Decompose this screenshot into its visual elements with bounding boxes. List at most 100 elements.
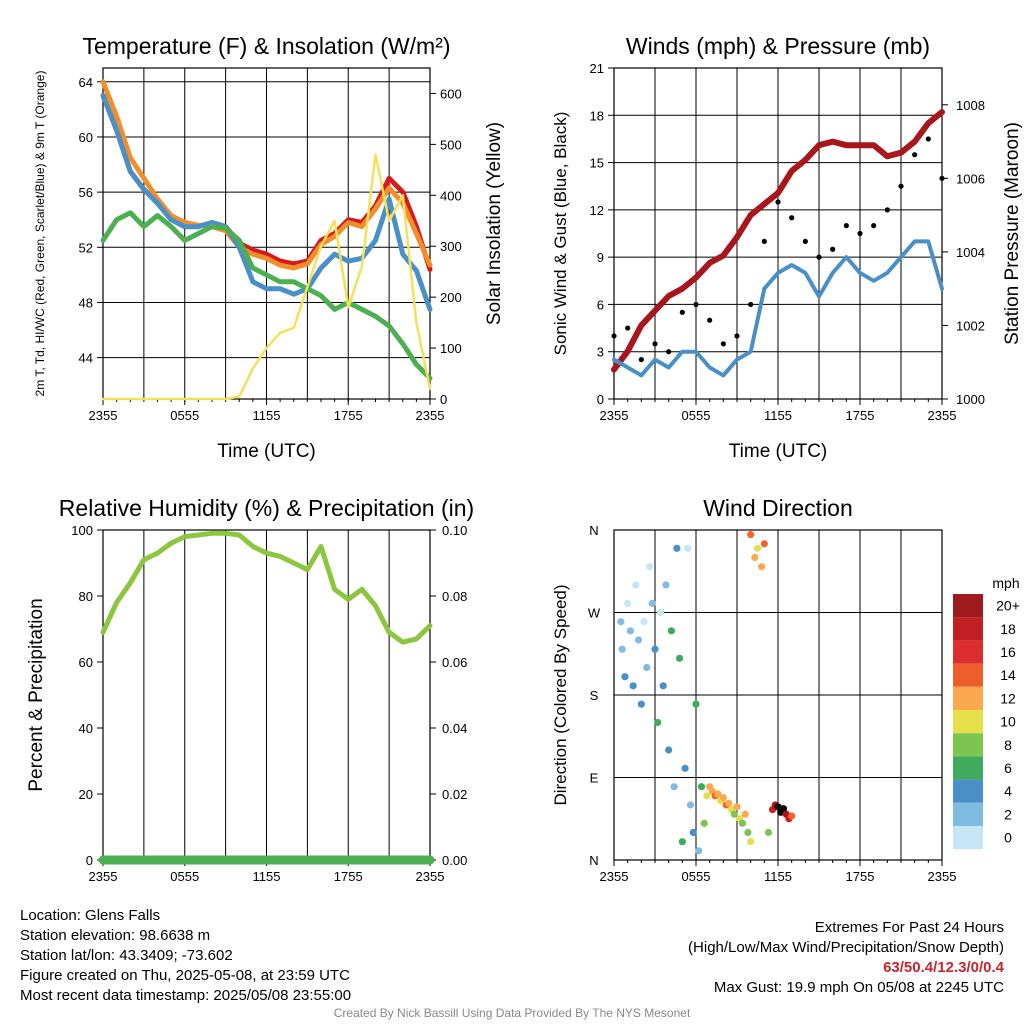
series-line-0 <box>611 109 945 373</box>
legend-label: 20+ <box>996 598 1020 614</box>
latlon-text: Station lat/lon: 43.3409; -73.602 <box>20 947 233 964</box>
y2-tick-label: 200 <box>440 290 462 305</box>
legend-swatch <box>953 686 983 710</box>
series-line-4 <box>101 153 432 401</box>
direction-point <box>621 673 629 681</box>
direction-point <box>640 618 648 626</box>
direction-point <box>692 700 700 708</box>
gust-point <box>638 356 644 363</box>
x-tick-label: 0555 <box>170 408 199 423</box>
x-tick-label: 2355 <box>89 869 118 884</box>
direction-point <box>725 799 733 807</box>
x-tick-label: 2355 <box>600 869 629 884</box>
y2-tick-label: 1004 <box>956 245 985 260</box>
direction-point <box>714 790 722 798</box>
x-tick-label: 2355 <box>416 408 445 423</box>
y2-tick-label: 1002 <box>956 318 985 333</box>
legend-label: 0 <box>1004 830 1012 846</box>
x-tick-label: 1155 <box>764 869 792 884</box>
y-axis-label: Percent & Precipitation <box>26 598 47 791</box>
legend-swatch <box>953 733 983 757</box>
series-line-2 <box>100 93 433 312</box>
x-axis-label: Time (UTC) <box>217 441 316 462</box>
gust-point <box>734 333 740 339</box>
y-tick-label: 15 <box>590 156 604 171</box>
y-axis-label: 2m T, Td, HI/WC (Red, Green, Scarlet/Blu… <box>33 71 47 397</box>
x-tick-label: 1755 <box>334 869 363 884</box>
gust-point <box>816 254 822 260</box>
direction-point <box>703 792 711 800</box>
gust-point <box>720 341 726 347</box>
gust-point <box>802 238 808 244</box>
direction-point <box>751 553 759 562</box>
legend-swatch <box>953 594 983 618</box>
x-tick-label: 1155 <box>764 408 792 423</box>
gust-point <box>789 215 795 221</box>
direction-point <box>676 654 684 662</box>
y2-axis-label: Station Pressure (Maroon) <box>1002 122 1023 345</box>
direction-point <box>686 801 695 809</box>
direction-point <box>753 544 762 552</box>
y-tick-label: N <box>589 523 598 538</box>
chart-title: Relative Humidity (%) & Precipitation (i… <box>59 495 474 521</box>
legend-label: 6 <box>1004 760 1012 776</box>
x-tick-label: 1155 <box>253 408 281 423</box>
y-tick-label: 6 <box>597 297 604 312</box>
y2-tick-label: 1008 <box>956 98 985 113</box>
y-tick-label: E <box>590 771 599 786</box>
legend-label: 10 <box>1000 714 1016 730</box>
legend-swatch <box>953 617 983 641</box>
legend-label: 16 <box>1000 644 1016 660</box>
max-gust-text: Max Gust: 19.9 mph On 05/08 at 2245 UTC <box>713 979 1004 996</box>
y2-tick-label: 0.10 <box>442 523 467 538</box>
y-tick-label: 18 <box>590 108 604 123</box>
legend-label: 8 <box>1004 737 1012 753</box>
gust-point <box>775 199 781 205</box>
direction-point <box>645 563 654 571</box>
direction-point <box>788 812 796 820</box>
direction-point <box>719 794 727 802</box>
y2-tick-label: 0 <box>440 392 447 407</box>
x-axis-label: Time (UTC) <box>729 441 828 462</box>
y-tick-label: 0 <box>86 853 93 868</box>
legend-label: 12 <box>1000 690 1016 706</box>
y-tick-label: W <box>588 606 601 621</box>
gust-point <box>830 246 836 252</box>
extremes-info: Extremes For Past 24 Hours (High/Low/Max… <box>688 918 1004 998</box>
y-tick-label: 56 <box>79 185 93 200</box>
x-tick-label: 2355 <box>89 408 118 423</box>
gust-point <box>652 341 658 347</box>
gust-point <box>666 349 672 355</box>
y-tick-label: 80 <box>79 589 93 604</box>
legend-swatch <box>953 826 983 850</box>
y2-tick-label: 0.08 <box>442 589 467 604</box>
station-info: Location: Glens Falls Station elevation:… <box>20 906 351 1006</box>
direction-point <box>643 663 651 672</box>
direction-point <box>617 618 625 626</box>
direction-point <box>656 608 665 617</box>
gust-point <box>857 230 863 237</box>
gust-point <box>748 301 754 308</box>
legend-label: 4 <box>1004 783 1012 799</box>
direction-point <box>670 783 678 791</box>
direction-point <box>779 805 788 813</box>
legend-label: 18 <box>1000 621 1016 637</box>
recent-data-text: Most recent data timestamp: 2025/05/08 2… <box>20 987 352 1004</box>
y2-tick-label: 0.02 <box>442 787 467 802</box>
direction-point <box>626 627 635 635</box>
direction-point <box>764 828 773 837</box>
direction-point <box>758 563 766 571</box>
direction-point <box>624 599 632 607</box>
chart-title: Wind Direction <box>703 495 853 521</box>
direction-point <box>681 764 689 772</box>
direction-point <box>651 645 659 653</box>
direction-point <box>747 838 755 846</box>
direction-point <box>654 718 662 727</box>
direction-point <box>632 581 640 589</box>
x-tick-label: 1755 <box>334 408 363 423</box>
y2-tick-label: 0.06 <box>442 655 467 670</box>
y-tick-label: 0 <box>597 392 604 407</box>
x-tick-label: 2355 <box>416 869 445 884</box>
direction-point <box>637 700 645 708</box>
series-line-1 <box>100 79 433 271</box>
